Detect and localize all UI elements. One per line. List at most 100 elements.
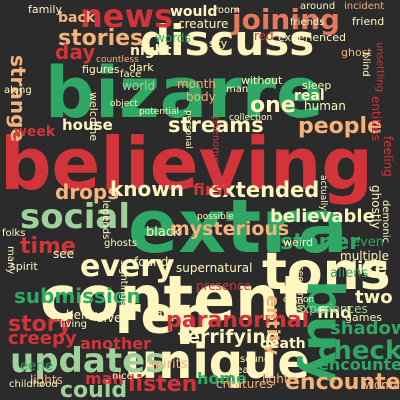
word-along: along xyxy=(4,85,32,96)
word-unique: unique xyxy=(124,334,310,390)
word-even: even xyxy=(352,235,384,250)
word-around: around xyxy=(300,1,336,12)
word-without: without xyxy=(241,74,283,87)
word-dark: dark xyxy=(129,61,154,74)
word-dive: dive xyxy=(96,311,122,325)
word-games: games xyxy=(345,311,382,324)
word-weird: weird xyxy=(283,236,314,249)
word-house: house xyxy=(62,116,113,134)
word-believing: believing xyxy=(0,122,373,206)
word-known: known xyxy=(110,177,184,201)
word-friends: friends xyxy=(290,17,325,28)
word-listen: listen xyxy=(128,372,198,397)
word-see: see xyxy=(53,247,75,261)
word-people: people xyxy=(298,114,382,139)
word-submission: submission xyxy=(14,284,141,308)
word-time: time xyxy=(20,234,76,259)
word-figures: figures xyxy=(82,63,120,76)
word-light: light xyxy=(262,372,289,386)
word-many: many xyxy=(5,246,16,275)
word-welcome: welcome xyxy=(87,92,100,142)
word-incident: incident xyxy=(344,1,385,12)
word-spirits: spirits xyxy=(148,357,188,372)
word-terrifying: terrifying xyxy=(178,326,280,348)
word-possible: possible xyxy=(197,212,234,222)
word-feeling: feeling xyxy=(381,136,395,177)
word-friend: friend xyxy=(352,15,385,28)
word-every: every xyxy=(80,249,175,284)
word-red: red xyxy=(254,29,274,43)
word-room: room xyxy=(214,5,240,16)
word-updates: updates xyxy=(10,341,166,381)
word-body: body xyxy=(186,90,216,104)
word-multiple: multiple xyxy=(340,249,390,263)
word-aliens: aliens xyxy=(330,266,369,281)
word-creepy: creepy xyxy=(8,328,77,349)
word-object: object xyxy=(110,99,138,109)
word-black: black xyxy=(146,225,181,240)
word-demon: demon xyxy=(283,295,315,305)
word-childhood: childhood xyxy=(9,379,58,390)
word-stories: stories xyxy=(58,26,144,51)
word-sky: sky xyxy=(209,37,228,50)
word-story: story xyxy=(8,312,72,337)
word-legends: legends xyxy=(100,200,111,240)
word-hear: hear xyxy=(230,365,253,376)
word-words: words xyxy=(155,31,191,45)
word-would: would xyxy=(170,4,218,20)
word-discuss: discuss xyxy=(140,16,315,65)
word-ghost: ghost xyxy=(341,46,372,59)
word-demonic: demonic xyxy=(380,200,391,243)
word-creature: creature xyxy=(178,17,229,31)
word-believable: believable xyxy=(270,206,375,227)
word-streams: streams xyxy=(168,113,264,137)
word-encounters: encounters xyxy=(285,370,400,395)
word-month: month xyxy=(177,77,216,91)
word-actually: actually xyxy=(318,175,328,211)
word-sound: sound xyxy=(240,354,271,365)
word-check: check xyxy=(318,336,400,366)
word-find: find xyxy=(317,303,352,322)
word-human: human xyxy=(304,99,346,113)
word-extra: extra xyxy=(128,184,348,270)
word-believe: believe xyxy=(66,308,110,322)
word-collection: collection xyxy=(229,113,273,123)
word-drops: drops xyxy=(55,180,120,204)
word-creatures: creatures xyxy=(216,377,273,391)
word-man: man xyxy=(226,84,249,95)
word-seemingly: seemingly xyxy=(295,266,305,313)
word-family: family xyxy=(28,3,62,16)
word-face: face xyxy=(120,69,142,80)
word-could: could xyxy=(60,378,128,400)
word-folks: folks xyxy=(2,228,26,239)
word-sleep: sleep xyxy=(302,79,332,92)
word-experiences: experiences xyxy=(295,302,368,316)
word-home: home xyxy=(197,369,247,388)
word-presence: presence xyxy=(196,279,251,293)
word-back: back xyxy=(58,10,96,26)
word-spirit: spirit xyxy=(10,260,38,273)
word-man: man xyxy=(85,369,124,388)
word-phenomena: phenomena xyxy=(210,116,221,176)
word-supernatural: supernatural xyxy=(176,261,253,275)
word-night: night xyxy=(130,43,172,59)
word-eerie: eerie xyxy=(20,359,53,374)
word-personal: personal xyxy=(183,110,193,149)
word-rep: rep xyxy=(115,286,214,346)
word-countless: countless xyxy=(96,55,139,65)
word-experienced: experienced xyxy=(278,31,346,44)
word-nice: nice xyxy=(112,371,133,382)
word-first: first xyxy=(193,180,230,199)
word-blind: blind xyxy=(360,52,371,77)
word-mysterious: mysterious xyxy=(170,218,290,240)
word-news: news xyxy=(80,0,174,35)
word-bizarre: bizarre xyxy=(45,52,324,134)
word-may: may xyxy=(145,306,169,319)
word-encounter: encounter xyxy=(318,355,400,374)
word-like: like xyxy=(351,258,388,279)
word-paranormal: paranormal xyxy=(166,308,310,333)
word-living: living xyxy=(60,319,87,330)
word-another: another xyxy=(80,334,151,353)
word-social: social xyxy=(20,197,131,237)
word-one: one xyxy=(250,93,296,118)
